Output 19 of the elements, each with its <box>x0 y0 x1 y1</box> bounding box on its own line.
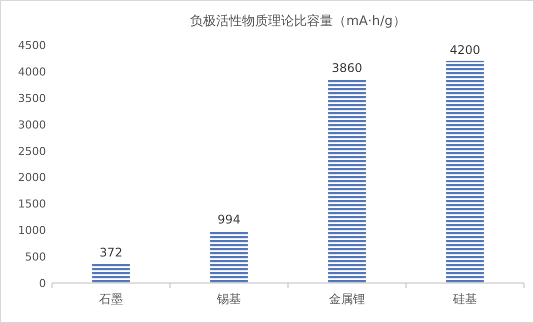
y-tick-label: 0 <box>39 277 46 290</box>
x-tick-label: 石墨 <box>99 292 123 306</box>
data-label: 4200 <box>450 42 480 57</box>
data-label: 3860 <box>332 60 362 75</box>
y-tick-label: 4500 <box>18 39 46 52</box>
y-tick-label: 1000 <box>18 224 46 238</box>
y-tick-label: 1500 <box>18 198 46 211</box>
y-tick-label: 3000 <box>18 118 46 132</box>
y-tick-label: 4000 <box>18 65 46 78</box>
y-tick-label: 500 <box>25 250 46 264</box>
x-tick-label: 硅基 <box>452 292 477 306</box>
y-tick-label: 3500 <box>18 92 46 105</box>
x-tick-label: 金属锂 <box>329 292 365 306</box>
chart-title: 负极活性物质理论比容量（mA·h/g） <box>190 13 406 29</box>
y-tick-label: 2000 <box>18 171 46 184</box>
y-tick-label: 2500 <box>18 144 46 158</box>
data-label: 994 <box>218 212 240 226</box>
x-tick-label: 锡基 <box>216 292 241 306</box>
data-label: 372 <box>100 245 122 260</box>
